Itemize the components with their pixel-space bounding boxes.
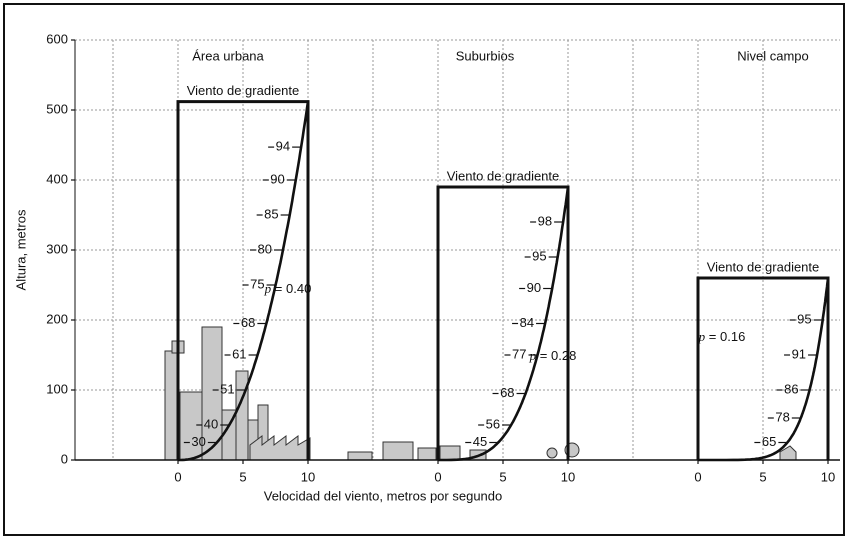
p-label: p = 0.16 (698, 329, 746, 344)
x-tick-label: 5 (239, 469, 246, 484)
profile-percent: 56 (486, 416, 500, 431)
x-tick-label: 10 (561, 469, 575, 484)
x-tick-label: 0 (174, 469, 181, 484)
p-label: p = 0.40 (264, 281, 312, 296)
wind-profile-curve (698, 277, 830, 462)
gradient-label: Viento de gradiente (707, 259, 820, 274)
profile-percent: 68 (500, 385, 514, 400)
profile-percent: 90 (270, 171, 284, 186)
gradient-box (696, 276, 830, 460)
y-tick-label: 200 (46, 311, 68, 326)
p-equals: = (709, 329, 717, 344)
y-tick-label: 0 (61, 451, 68, 466)
profile-percent: 91 (792, 346, 806, 361)
profile-percent: 90 (527, 280, 541, 295)
panel-title: Área urbana (192, 48, 264, 63)
profile-percent: 77 (512, 346, 526, 361)
x-tick-label: 10 (301, 469, 315, 484)
p-value: 0.28 (551, 348, 576, 363)
wind-profile-curve (438, 186, 570, 462)
profile-percent: 85 (264, 206, 278, 221)
profile-percent: 84 (520, 315, 534, 330)
p-value: 0.16 (720, 329, 745, 344)
p-equals: = (275, 281, 283, 296)
p-equals: = (540, 348, 548, 363)
p-symbol: p (264, 281, 272, 296)
profile-percent: 94 (276, 139, 290, 154)
y-tick-label: 100 (46, 381, 68, 396)
profile-percent: 75 (250, 276, 264, 291)
profile-percent: 65 (762, 434, 776, 449)
x-tick-label: 5 (499, 469, 506, 484)
profile-percent: 51 (220, 381, 234, 396)
profile-percent: 95 (797, 311, 811, 326)
gradient-label: Viento de gradiente (187, 83, 300, 98)
y-tick-label: 500 (46, 101, 68, 116)
p-label: p = 0.28 (529, 348, 577, 363)
p-value: 0.40 (286, 281, 311, 296)
profile-percent: 95 (532, 248, 546, 263)
profile-percent: 40 (204, 416, 218, 431)
profile-percent: 78 (775, 409, 789, 424)
profile-percent: 80 (258, 241, 272, 256)
profile-percent: 30 (191, 434, 205, 449)
p-symbol: p (698, 329, 706, 344)
gradient-box (176, 100, 310, 460)
profile-percent: 68 (241, 315, 255, 330)
x-tick-label: 5 (759, 469, 766, 484)
profile-percent: 86 (784, 381, 798, 396)
x-tick-label: 0 (694, 469, 701, 484)
profile-percent: 61 (232, 346, 246, 361)
x-tick-label: 10 (821, 469, 835, 484)
y-axis-label: Altura, metros (13, 209, 28, 290)
frame (3, 3, 845, 536)
gradient-label: Viento de gradiente (447, 168, 560, 183)
wind-profile-curve (178, 101, 310, 462)
profile-percent: 45 (473, 434, 487, 449)
panel-title: Nivel campo (737, 48, 809, 63)
gradient-box (436, 185, 570, 460)
x-tick-label: 0 (434, 469, 441, 484)
x-axis-label: Velocidad del viento, metros por segundo (264, 488, 503, 503)
y-tick-label: 400 (46, 171, 68, 186)
panel-title: Suburbios (456, 48, 515, 63)
y-tick-label: 300 (46, 241, 68, 256)
profile-percent: 98 (538, 213, 552, 228)
y-tick-label: 600 (46, 31, 68, 46)
